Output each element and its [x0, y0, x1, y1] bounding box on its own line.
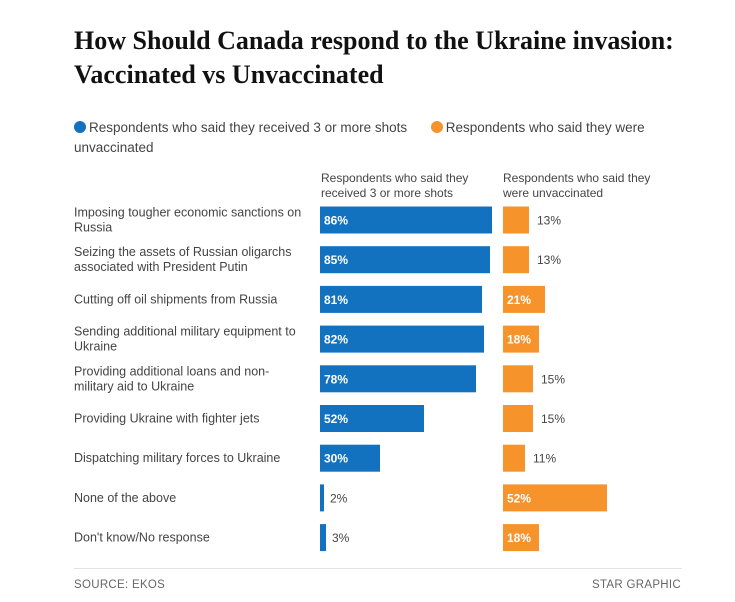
bar-vaccinated [320, 206, 492, 234]
category-label: Providing Ukraine with fighter jets [74, 412, 260, 426]
chart-row: Dispatching military forces to Ukraine 30… [74, 444, 556, 472]
data-label-vaccinated: 78% [324, 372, 348, 386]
data-label-unvaccinated: 52% [507, 491, 531, 505]
data-label-unvaccinated: 21% [507, 293, 531, 307]
data-label-vaccinated: 52% [324, 412, 348, 426]
bar-vaccinated [320, 246, 490, 274]
category-label: Dispatching military forces to Ukraine [74, 451, 280, 465]
legend-swatch-vaccinated [74, 121, 86, 133]
data-label-unvaccinated: 15% [541, 412, 565, 426]
data-label-vaccinated: 86% [324, 214, 348, 228]
graphic-credit: STAR GRAPHIC [591, 579, 681, 591]
bar-vaccinated [320, 405, 424, 432]
bar-vaccinated [320, 285, 482, 313]
data-label-unvaccinated: 15% [541, 372, 565, 386]
chart-row: None of the above 2% 52% [74, 484, 607, 512]
category-label: Sending additional military equipment to… [74, 325, 296, 354]
data-label-vaccinated: 85% [324, 253, 348, 267]
data-label-unvaccinated: 11% [533, 452, 556, 466]
legend-swatch-unvaccinated [430, 121, 443, 133]
chart-row: Imposing tougher economic sanctions on Ru… [74, 206, 561, 235]
category-label: Cutting off oil shipments from Russia [74, 292, 277, 306]
category-label: Don't know/No response [74, 531, 210, 545]
bar-unvaccinated [503, 444, 525, 472]
footer-divider [74, 568, 682, 569]
legend-label-vaccinated: Respondents who said they received 3 or … [89, 120, 408, 135]
chart-row: Providing Ukraine with fighter jets 52% 15… [74, 405, 565, 432]
bar-unvaccinated [503, 405, 533, 432]
bar-unvaccinated [503, 246, 529, 274]
bar-unvaccinated [503, 365, 533, 393]
chart-row: Cutting off oil shipments from Russia 81%… [74, 285, 545, 313]
data-label-unvaccinated: 13% [537, 253, 561, 267]
legend-label-unvaccinated: Respondents who said they were unvaccina… [74, 120, 645, 155]
legend-item-vaccinated: Respondents who said they received 3 or … [74, 120, 411, 135]
bar-unvaccinated [503, 206, 529, 234]
bar-unvaccinated [503, 285, 545, 313]
source-note: SOURCE: EKOS [74, 579, 166, 591]
category-label: Seizing the assets of Russian oligarchs a… [74, 245, 291, 274]
category-label: Providing additional loans and non-milit… [74, 364, 269, 393]
data-label-vaccinated: 81% [324, 293, 348, 307]
bar-vaccinated [320, 365, 476, 393]
chart-row: Don't know/No response 3% 18% [74, 524, 539, 552]
bar-unvaccinated [503, 524, 539, 552]
data-label-vaccinated: 3% [332, 531, 350, 545]
data-label-vaccinated: 2% [330, 491, 348, 505]
data-label-vaccinated: 30% [324, 452, 348, 466]
data-label-unvaccinated: 13% [537, 214, 561, 228]
bar-vaccinated [320, 524, 326, 552]
bar-unvaccinated [503, 484, 607, 512]
chart-row: Sending additional military equipment to… [74, 325, 539, 354]
data-label-unvaccinated: 18% [507, 531, 531, 545]
chart-title: How Should Canada respond to the Ukraine… [74, 26, 674, 89]
column-header-unvaccinated: Respondents who said they were unvaccina… [503, 171, 651, 200]
bar-unvaccinated [503, 325, 539, 353]
bar-vaccinated [320, 444, 380, 472]
column-header-vaccinated: Respondents who said they received 3 or … [321, 171, 469, 200]
category-label: None of the above [74, 491, 176, 505]
chart-row: Seizing the assets of Russian oligarchs a… [74, 245, 561, 274]
legend-item-unvaccinated: Respondents who said they were unvaccina… [74, 120, 645, 155]
legend: Respondents who said they received 3 or … [74, 118, 694, 158]
category-label: Imposing tougher economic sanctions on Ru… [74, 206, 301, 235]
data-label-vaccinated: 82% [324, 333, 348, 347]
bar-vaccinated [320, 484, 324, 512]
bar-vaccinated [320, 325, 484, 353]
data-label-unvaccinated: 18% [507, 333, 531, 347]
chart-row: Providing additional loans and non-milit… [74, 364, 565, 393]
